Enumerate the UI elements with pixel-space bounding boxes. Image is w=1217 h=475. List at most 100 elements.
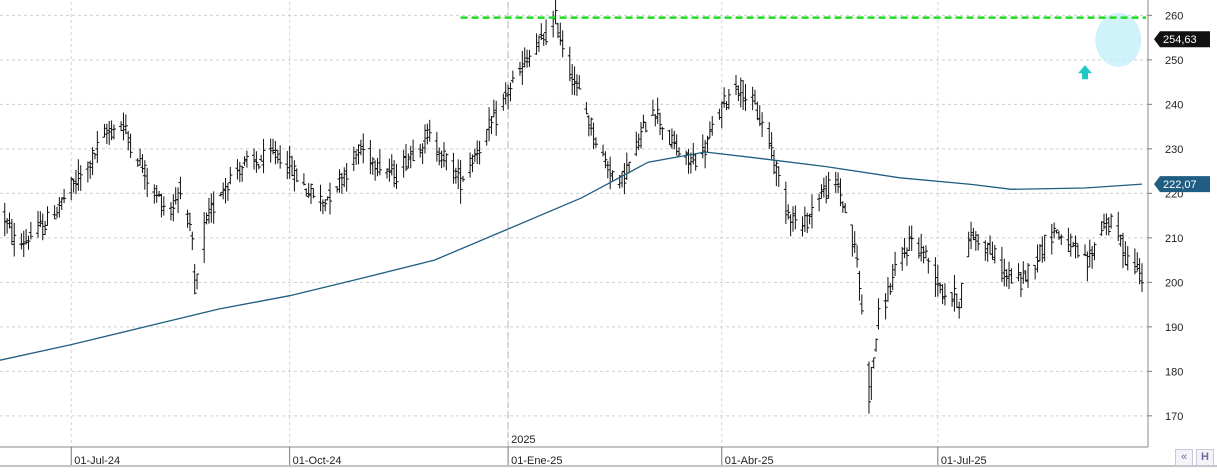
ohlc-bar: [574, 74, 579, 96]
ohlc-bar: [57, 197, 62, 218]
ohlc-bar: [857, 270, 862, 301]
ohlc-bar: [1002, 258, 1007, 287]
ohlc-bar: [904, 247, 909, 266]
annotations: [460, 16, 1146, 80]
ohlc-bar: [337, 169, 342, 193]
ohlc-bar: [351, 146, 356, 172]
ohlc-bar: [159, 193, 164, 218]
ohlc-bar: [855, 245, 860, 268]
ohlc-bar: [439, 150, 444, 169]
ohlc-bar: [786, 204, 791, 220]
ohlc-bar: [933, 257, 938, 297]
ohlc-bar: [527, 49, 532, 68]
ohlc-bar: [776, 166, 781, 188]
ohlc-bar: [9, 218, 14, 245]
ohlc-bar: [734, 75, 739, 95]
ohlc-bar: [636, 133, 641, 150]
ohlc-bar: [570, 64, 575, 95]
ohlc-bar: [1090, 245, 1095, 269]
ohlc-bar: [1125, 246, 1130, 271]
ohlc-bar: [869, 366, 874, 401]
ohlc-bar: [536, 35, 541, 52]
ohlc-bar: [138, 148, 143, 166]
ohlc-bar: [157, 190, 162, 197]
ohlc-bar: [508, 82, 513, 102]
ohlc-bar: [634, 131, 639, 157]
ohlc-bar: [40, 213, 45, 241]
ohlc-bar: [1087, 239, 1092, 268]
ohlc-bar: [204, 212, 209, 225]
x-tick-label: 01-Jul-25: [941, 455, 987, 467]
ohlc-bar: [1071, 241, 1076, 248]
ohlc-bar: [92, 152, 97, 160]
ohlc-bar: [836, 172, 841, 194]
ohlc-bar: [1109, 213, 1114, 229]
ohlc-bar: [244, 150, 249, 168]
ohlc-bar: [660, 126, 665, 141]
ohlc-bar: [525, 49, 530, 68]
ohlc-bar: [688, 152, 693, 174]
ohlc-bar: [475, 140, 480, 165]
ohlc-bar: [966, 231, 971, 258]
ohlc-bar: [503, 82, 508, 105]
x-tick-label: 01-Oct-24: [293, 455, 342, 467]
ohlc-bar: [290, 155, 295, 177]
collapse-button[interactable]: «: [1175, 449, 1193, 466]
ohlc-bar: [458, 160, 463, 204]
ohlc-bar: [610, 170, 615, 182]
ohlc-bar: [491, 99, 496, 118]
ohlc-bar: [741, 79, 746, 111]
ohlc-bar: [477, 140, 482, 165]
ohlc-bar: [971, 227, 976, 241]
ohlc-bar: [453, 167, 458, 184]
ohlc-bar: [451, 152, 456, 184]
x-tick-label: 01-Jul-24: [74, 455, 120, 467]
ohlc-bar: [259, 154, 264, 162]
ohlc-bar: [1018, 272, 1023, 297]
ohlc-bar: [242, 156, 247, 166]
ohlc-bar: [985, 242, 990, 262]
ohlc-bar: [420, 143, 425, 165]
ohlc-bar: [228, 166, 233, 185]
ohlc-bar: [807, 213, 812, 225]
ohlc-bar: [128, 133, 133, 158]
ohlc-bar: [700, 134, 705, 159]
ohlc-bar: [1075, 243, 1080, 258]
h-scale-icon: H: [1201, 451, 1209, 463]
ohlc-bar: [983, 240, 988, 261]
ohlc-bar: [560, 30, 565, 58]
ohlc-bar: [817, 194, 822, 212]
ohlc-bar: [805, 212, 810, 233]
ohlc-bar: [919, 233, 924, 262]
ohlc-bar: [252, 148, 257, 170]
ohlc-bar: [907, 225, 912, 252]
ohlc-bar: [655, 97, 660, 124]
ohlc-bar: [437, 147, 442, 166]
ohlc-bar: [392, 160, 397, 188]
scale-button[interactable]: H: [1196, 449, 1214, 466]
ohlc-bar: [722, 87, 727, 108]
ohlc-bar: [992, 245, 997, 264]
ohlc-bar: [923, 245, 928, 259]
ohlc-bar: [354, 150, 359, 165]
ohlc-bar: [254, 151, 259, 173]
y-tick-label: 170: [1165, 411, 1183, 423]
ohlc-bar: [501, 93, 506, 111]
ohlc-bar: [403, 144, 408, 172]
ohlc-bar: [69, 176, 74, 201]
ohlc-bar: [59, 197, 64, 210]
ohlc-bar: [572, 66, 577, 96]
ohlc-bar: [1056, 231, 1061, 240]
ohlc-bar: [553, 0, 558, 25]
ohlc-bar: [707, 121, 712, 139]
ohlc-bar: [959, 282, 964, 309]
ohlc-bar: [736, 85, 741, 102]
y-tick-label: 200: [1165, 277, 1183, 289]
ohlc-bar: [1137, 258, 1142, 285]
ohlc-bar: [510, 70, 515, 84]
ohlc-bar: [942, 283, 947, 306]
ohlc-bar: [1023, 270, 1028, 282]
